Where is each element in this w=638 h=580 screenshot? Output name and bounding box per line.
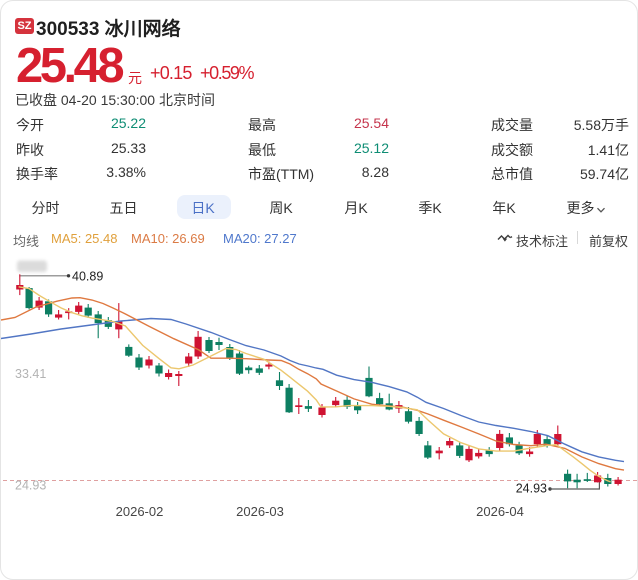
svg-text:40.89: 40.89 [72,270,103,284]
svg-text:2026-02: 2026-02 [116,504,164,519]
svg-text:24.93: 24.93 [15,479,46,493]
svg-text:24.93: 24.93 [516,482,547,496]
svg-text:33.41: 33.41 [15,367,46,381]
svg-text:2026-04: 2026-04 [476,504,524,519]
svg-text:2026-03: 2026-03 [236,504,284,519]
